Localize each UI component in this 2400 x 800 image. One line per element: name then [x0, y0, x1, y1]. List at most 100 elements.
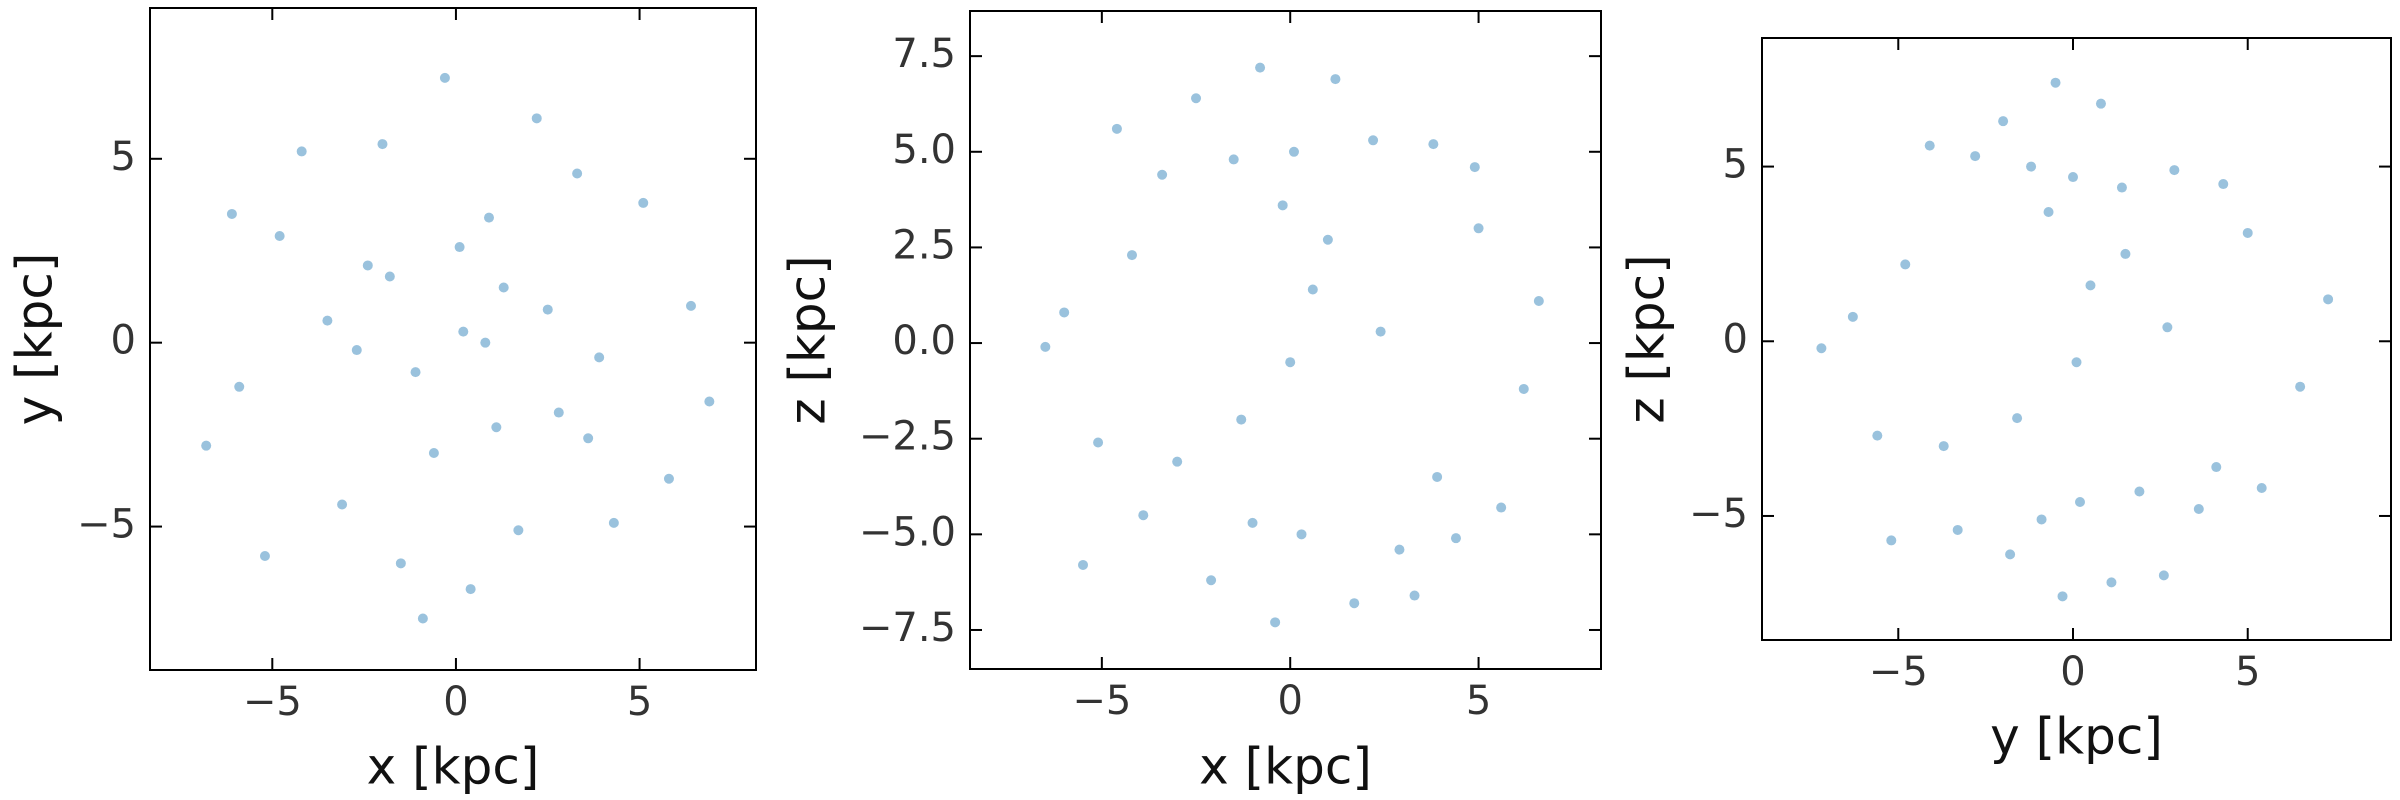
point [483, 212, 494, 223]
point [2012, 413, 2023, 424]
x-axis-label: x [kpc] [1199, 738, 1372, 796]
point [2158, 570, 2169, 581]
point [1518, 383, 1529, 394]
point [1228, 154, 1239, 165]
point [1270, 617, 1281, 628]
y-tick-label: 5 [111, 134, 136, 180]
point [2120, 248, 2131, 259]
point [1409, 590, 1420, 601]
point [2074, 496, 2085, 507]
point [1450, 533, 1461, 544]
x-tick-label: 5 [2235, 649, 2260, 695]
point [1375, 326, 1386, 337]
point [395, 558, 406, 569]
point [1078, 559, 1089, 570]
point [226, 208, 237, 219]
point [274, 231, 285, 242]
point [704, 396, 715, 407]
point [1886, 535, 1897, 546]
point [1111, 123, 1122, 134]
point [1191, 93, 1202, 104]
x-tick-label: 5 [1466, 678, 1491, 724]
point [2169, 165, 2180, 176]
point [2116, 182, 2127, 193]
point [491, 422, 502, 433]
x-tick-label: −5 [243, 679, 302, 725]
point [583, 433, 594, 444]
point [1952, 524, 1963, 535]
point [428, 448, 439, 459]
point [1872, 430, 1883, 441]
y-tick-label: 0 [111, 318, 136, 364]
point [2068, 172, 2079, 183]
point [1432, 471, 1443, 482]
point [1816, 343, 1827, 354]
y-tick-label: 5.0 [892, 127, 956, 173]
point [259, 550, 270, 561]
point [337, 499, 348, 510]
point [608, 517, 619, 528]
point [1938, 441, 1949, 452]
point [1236, 414, 1247, 425]
point [572, 168, 583, 179]
point [322, 315, 333, 326]
point [1126, 250, 1137, 261]
y-axis-label: z [kpc] [779, 255, 837, 424]
point [1330, 74, 1341, 85]
point [1473, 223, 1484, 234]
axes-frame [1761, 37, 2392, 641]
y-tick-label: 7.5 [892, 31, 956, 77]
axes-frame [969, 10, 1602, 670]
x-tick-label: 5 [627, 679, 652, 725]
point [2026, 161, 2037, 172]
point [1322, 234, 1333, 245]
point [1307, 284, 1318, 295]
point [1288, 146, 1299, 157]
y-tick-label: 2.5 [892, 222, 956, 268]
point [1255, 62, 1266, 73]
point [410, 367, 421, 378]
y-tick-label: −2.5 [859, 414, 956, 460]
x-axis-label: x [kpc] [367, 738, 540, 796]
point [2106, 577, 2117, 588]
y-tick-label: 0.0 [892, 318, 956, 364]
x-tick-label: −5 [1869, 649, 1928, 695]
point [377, 139, 388, 150]
point [1093, 437, 1104, 448]
x-axis-label: y [kpc] [1990, 708, 2163, 766]
point [2050, 77, 2061, 88]
x-tick-label: 0 [2060, 649, 2085, 695]
point [1206, 575, 1217, 586]
point [1138, 510, 1149, 521]
axes-frame [149, 7, 757, 671]
point [1496, 502, 1507, 513]
point [1040, 341, 1051, 352]
point [384, 271, 395, 282]
point [1368, 135, 1379, 146]
panel: −5 0 5 −5 0 5 y [kpc] z [kpc] [1618, 37, 2392, 766]
point [439, 72, 450, 83]
point [1285, 357, 1296, 368]
point [2162, 322, 2173, 333]
point [498, 282, 509, 293]
point [638, 197, 649, 208]
point [663, 473, 674, 484]
panel: −5 0 5 −7.5 −5.0 −2.5 0.0 2.5 5.0 7.5 x [kpc] z [kp… [779, 10, 1602, 796]
point [1900, 259, 1911, 270]
point [1847, 311, 1858, 322]
point [1157, 169, 1168, 180]
point [1533, 295, 1544, 306]
point [2057, 591, 2068, 602]
point [2256, 483, 2267, 494]
point [594, 352, 605, 363]
y-tick-label: −7.5 [859, 605, 956, 651]
point [2095, 98, 2106, 109]
point [465, 584, 476, 595]
point [351, 345, 362, 356]
point [1059, 307, 1070, 318]
point [480, 337, 491, 348]
x-tick-label: −5 [1072, 678, 1131, 724]
y-tick-label: 5 [1723, 142, 1748, 188]
